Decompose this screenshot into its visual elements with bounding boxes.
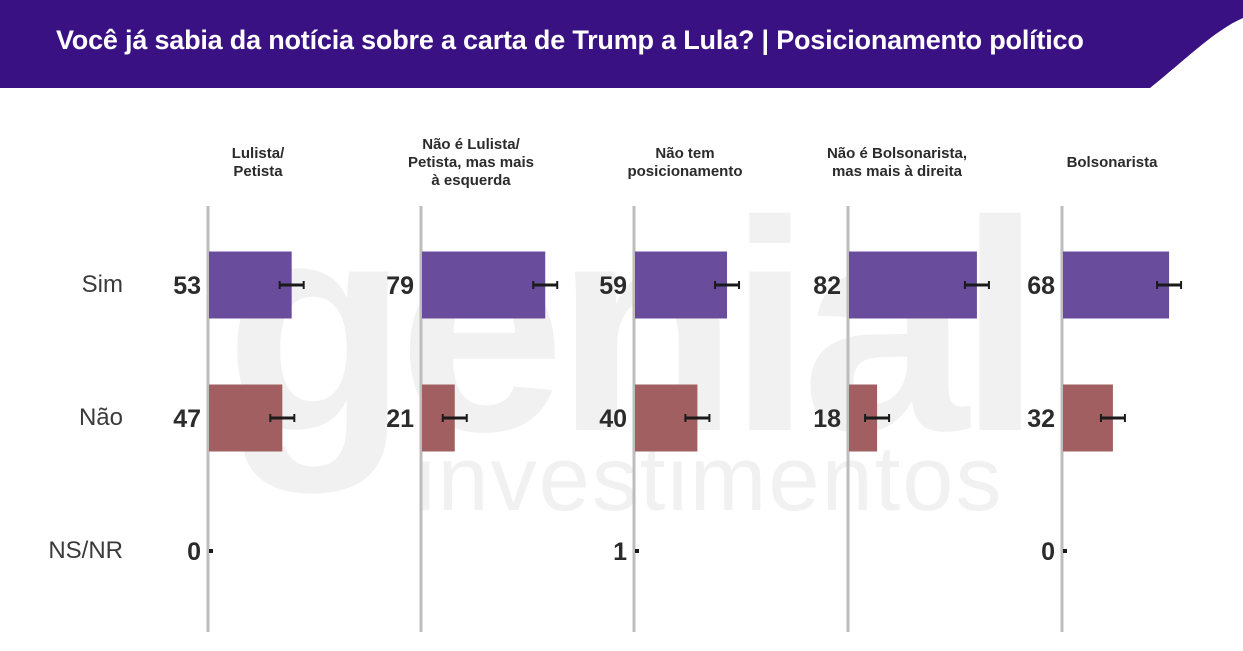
data-label: 1: [613, 538, 627, 566]
data-label: 40: [599, 405, 627, 433]
bar-sim: [635, 251, 728, 319]
data-label: 0: [1041, 538, 1055, 566]
panel-title: Não é Bolsonarista, mas mais à direita: [826, 145, 968, 180]
data-label: 0: [187, 538, 201, 566]
panel-title: Bolsonarista: [1066, 154, 1158, 171]
panel-title: Lulista/ Petista: [231, 145, 285, 180]
data-label: 53: [173, 272, 201, 300]
bar-nsnr-marker: [209, 549, 213, 553]
bar-sim: [849, 251, 977, 319]
bar-nsnr-marker: [635, 549, 639, 553]
bar-sim: [1063, 251, 1170, 319]
page-title: Você já sabia da notícia sobre a carta d…: [56, 24, 1084, 55]
panel-title: Não é Lulista/ Petista, mas mais à esque…: [408, 136, 534, 189]
bar-sim: [422, 251, 546, 319]
data-label: 82: [813, 272, 841, 300]
data-label: 47: [173, 405, 201, 433]
data-label: 79: [386, 272, 414, 300]
header-background: [0, 0, 1243, 88]
data-label: 18: [813, 405, 841, 433]
header-band: [0, 0, 1243, 88]
panel-title: Não tem posicionamento: [627, 145, 743, 180]
row-label: NS/NR: [48, 537, 123, 564]
data-label: 32: [1027, 405, 1055, 433]
bar-sim: [209, 251, 292, 319]
row-label: Sim: [81, 271, 123, 298]
data-label: 59: [599, 272, 627, 300]
row-label: Não: [78, 404, 123, 431]
data-label: 21: [386, 405, 414, 433]
bar-nsnr-marker: [1063, 549, 1067, 553]
data-label: 68: [1027, 272, 1055, 300]
